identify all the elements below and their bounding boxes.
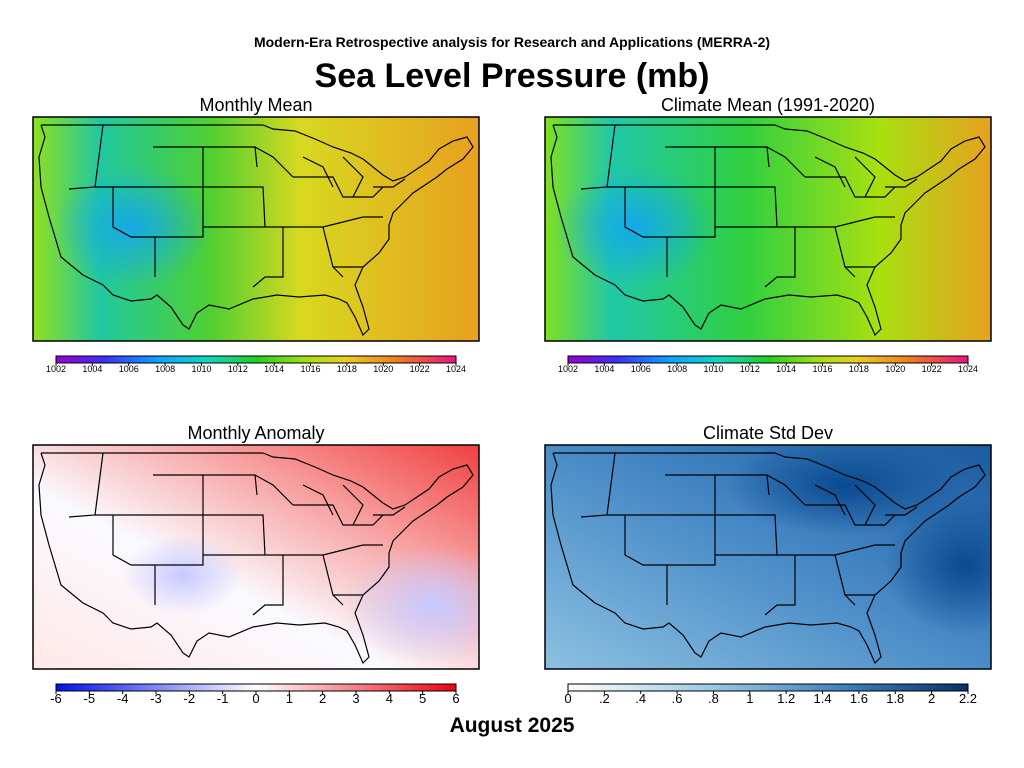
panel-title: Climate Mean (1991-2020)	[661, 95, 875, 115]
colorbar-label: .2	[599, 691, 610, 706]
colorbar-label: 1018	[337, 364, 357, 374]
colorbar-label: 1014	[776, 364, 796, 374]
map-field	[545, 117, 991, 341]
colorbar-label: .6	[672, 691, 683, 706]
colorbar-label: 1.4	[814, 691, 832, 706]
colorbar-label: -4	[117, 691, 129, 706]
colorbar-label: 1014	[264, 364, 284, 374]
colorbar-label: 3	[352, 691, 359, 706]
panel-title: Monthly Anomaly	[187, 423, 324, 443]
colorbar-label: 1022	[410, 364, 430, 374]
map	[544, 444, 992, 670]
colorbar-label: 4	[386, 691, 393, 706]
colorbar-label: 1024	[958, 364, 978, 374]
colorbar-label: 1002	[46, 364, 66, 374]
colorbar-label: 1	[286, 691, 293, 706]
colorbar-label: 2	[928, 691, 935, 706]
panel-title: Climate Std Dev	[703, 423, 833, 443]
colorbar-label: 1008	[155, 364, 175, 374]
colorbar-label: 1018	[849, 364, 869, 374]
frame	[32, 116, 480, 342]
colorbar-label: 1002	[558, 364, 578, 374]
colorbar-label: 1020	[373, 364, 393, 374]
colorbar-label: 1008	[667, 364, 687, 374]
title: Sea Level Pressure (mb)	[315, 57, 710, 95]
map	[32, 444, 480, 670]
colorbar-label: -2	[184, 691, 196, 706]
map-field	[33, 445, 479, 669]
colorbar-label: 1010	[703, 364, 723, 374]
colorbar-label: 1010	[191, 364, 211, 374]
colorbar	[55, 683, 457, 692]
field-blob	[555, 167, 715, 287]
colorbar-label: 2.2	[959, 691, 977, 706]
field-blob	[53, 167, 213, 287]
date: August 2025	[450, 714, 575, 737]
colorbar-label: .4	[635, 691, 646, 706]
colorbar-label: 1016	[301, 364, 321, 374]
colorbar-label: -5	[84, 691, 96, 706]
map-field	[545, 445, 991, 669]
frame	[544, 116, 992, 342]
colorbar-label: 1.6	[850, 691, 868, 706]
colorbar-label: 1	[746, 691, 753, 706]
colorbar-label: 0	[564, 691, 571, 706]
field-blob	[123, 535, 243, 615]
colorbar	[567, 683, 969, 692]
subtitle: Modern-Era Retrospective analysis for Re…	[254, 34, 770, 50]
colorbar	[55, 355, 457, 364]
colorbar-label: -1	[217, 691, 229, 706]
field-blob	[725, 445, 965, 535]
colorbar-label: 0	[252, 691, 259, 706]
colorbar-label: 1.2	[777, 691, 795, 706]
map	[32, 116, 480, 342]
colorbar-label: 2	[319, 691, 326, 706]
colorbar-label: 1016	[813, 364, 833, 374]
colorbar-label: 1006	[119, 364, 139, 374]
panel-title: Monthly Mean	[199, 95, 312, 115]
colorbar-label: 1006	[631, 364, 651, 374]
colorbar-label: 5	[419, 691, 426, 706]
colorbar-label: 6	[452, 691, 459, 706]
field-blob	[885, 495, 991, 635]
frame	[32, 444, 480, 670]
colorbar	[567, 355, 969, 364]
colorbar-label: -3	[150, 691, 162, 706]
colorbar-label: 1004	[82, 364, 102, 374]
colorbar-label: .8	[708, 691, 719, 706]
colorbar-label: 1020	[885, 364, 905, 374]
colorbar-label: -6	[50, 691, 62, 706]
colorbar-label: 1012	[228, 364, 248, 374]
colorbar-label: 1.8	[886, 691, 904, 706]
frame	[544, 444, 992, 670]
colorbar-label: 1024	[446, 364, 466, 374]
colorbar-label: 1022	[922, 364, 942, 374]
colorbar-label: 1004	[594, 364, 614, 374]
map-field	[33, 117, 479, 341]
field-blob	[343, 545, 479, 665]
map	[544, 116, 992, 342]
colorbar-label: 1012	[740, 364, 760, 374]
